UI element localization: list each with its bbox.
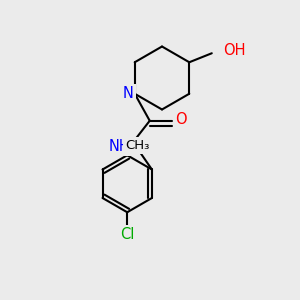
- Text: OH: OH: [223, 43, 246, 58]
- Text: N: N: [123, 86, 134, 101]
- Text: Cl: Cl: [120, 226, 134, 242]
- Text: O: O: [176, 112, 187, 127]
- Text: CH₃: CH₃: [125, 139, 150, 152]
- Text: NH: NH: [108, 139, 130, 154]
